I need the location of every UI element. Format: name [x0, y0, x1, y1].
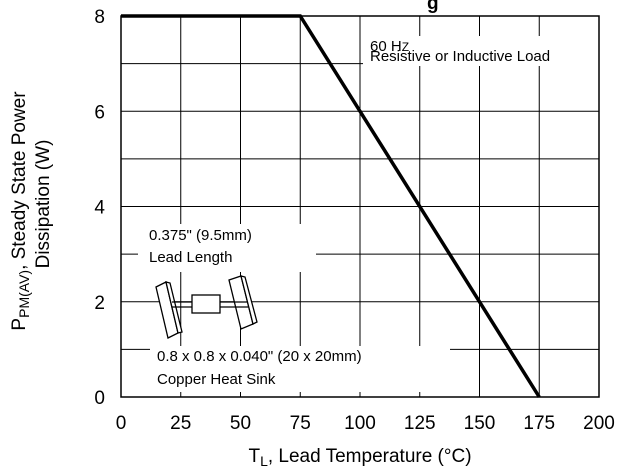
x-tick-label: 175 [523, 413, 555, 434]
x-tick-label: 50 [230, 413, 251, 434]
y-axis-label-line2: Dissipation (W) [33, 140, 54, 269]
y-tick-label: 2 [94, 293, 105, 314]
heatsink-size-annotation: 0.8 x 0.8 x 0.040" (20 x 20mm) [157, 348, 362, 365]
y-axis-label-line1: PPM(AV), Steady State Power [9, 91, 32, 331]
chart-title-fragment: g [427, 0, 439, 14]
y-axis-label-group: PPM(AV), Steady State Power Dissipation … [9, 91, 54, 331]
y-tick-label: 8 [94, 7, 105, 28]
x-tick-label: 25 [170, 413, 191, 434]
heatsink-label-annotation: Copper Heat Sink [157, 371, 276, 388]
y-tick-label: 6 [94, 102, 105, 123]
load-annotation: Resistive or Inductive Load [370, 48, 550, 65]
x-axis-label: TL, Lead Temperature (°C) [248, 446, 471, 468]
grid-lines [120, 15, 600, 398]
x-tick-label: 100 [344, 413, 376, 434]
diode-heatsink-illustration [155, 275, 258, 339]
y-tick-label: 4 [94, 198, 105, 219]
frequency-annotation: 60 HZ [370, 38, 409, 55]
x-tick-label: 75 [290, 413, 311, 434]
y-tick-label: 0 [94, 388, 105, 409]
x-tick-label: 150 [464, 413, 496, 434]
x-tick-label: 200 [583, 413, 615, 434]
plot-frame [120, 15, 600, 398]
x-tick-labels: 0 25 50 75 100 125 150 175 200 [116, 413, 615, 434]
freq-annotation-bg [363, 36, 599, 66]
lead-length-annotation: Lead Length [149, 249, 232, 266]
x-tick-label: 0 [116, 413, 127, 434]
lead-annotation-bg [138, 224, 316, 272]
heatsink-annotation-bg [150, 346, 450, 392]
y-tick-labels: 0 2 4 6 8 [94, 7, 105, 409]
x-tick-label: 125 [404, 413, 436, 434]
lead-size-annotation: 0.375" (9.5mm) [149, 227, 252, 244]
